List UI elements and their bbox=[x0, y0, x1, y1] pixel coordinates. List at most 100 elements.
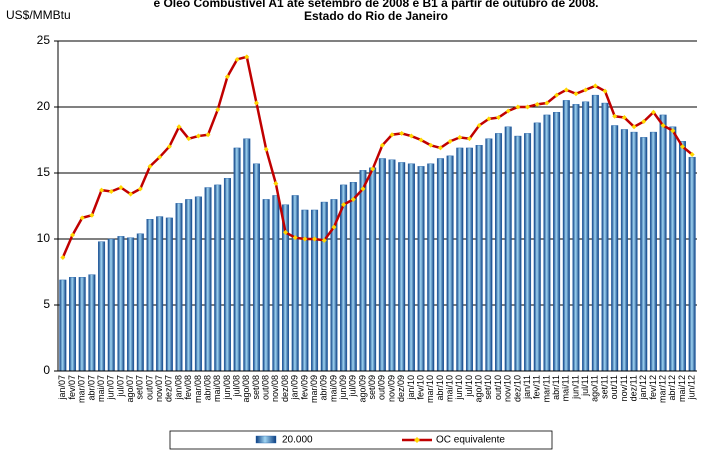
line-marker bbox=[321, 237, 327, 243]
line-marker bbox=[602, 88, 608, 94]
x-tick-label: jun/12 bbox=[687, 375, 697, 401]
line-marker bbox=[437, 145, 443, 151]
bar bbox=[427, 163, 435, 372]
bar bbox=[388, 159, 396, 372]
x-tick-label: set/07 bbox=[135, 375, 145, 400]
line-marker bbox=[341, 202, 347, 208]
x-tick-label: mar/09 bbox=[309, 375, 319, 403]
line-marker bbox=[157, 154, 163, 160]
line-marker bbox=[418, 137, 424, 143]
x-tick-label: jun/07 bbox=[106, 375, 116, 401]
line-marker bbox=[253, 100, 259, 106]
bar bbox=[524, 133, 532, 372]
legend-box bbox=[169, 430, 553, 450]
bar bbox=[456, 147, 464, 372]
bar bbox=[659, 114, 667, 372]
y-tick-label: 25 bbox=[37, 33, 51, 47]
bar bbox=[69, 277, 77, 372]
bar bbox=[98, 241, 106, 372]
line-marker bbox=[302, 236, 308, 242]
line-marker bbox=[554, 92, 560, 98]
x-tick-label: abr/07 bbox=[86, 375, 96, 401]
line-marker bbox=[176, 124, 182, 130]
x-tick-label: set/11 bbox=[599, 375, 609, 399]
line-marker bbox=[99, 187, 105, 193]
x-tick-label: jul/07 bbox=[115, 375, 125, 398]
bar bbox=[320, 201, 328, 372]
y-axis-label: US$/MMBtu bbox=[6, 8, 71, 22]
x-tick-label: out/09 bbox=[377, 375, 387, 400]
bar bbox=[378, 158, 386, 372]
legend-label: 20.000 bbox=[282, 435, 313, 446]
line-marker bbox=[631, 124, 637, 130]
bar bbox=[417, 166, 425, 372]
bar bbox=[640, 137, 648, 372]
line-marker bbox=[186, 136, 192, 142]
x-tick-label: mai/11 bbox=[561, 375, 571, 401]
x-tick-label: jan/12 bbox=[638, 375, 648, 401]
x-tick-label: ago/11 bbox=[590, 375, 600, 402]
x-tick-label: jan/09 bbox=[290, 375, 300, 401]
bar bbox=[59, 279, 67, 372]
line-marker bbox=[128, 191, 134, 197]
x-tick-label: out/07 bbox=[144, 375, 154, 400]
bar bbox=[678, 141, 686, 372]
bar bbox=[291, 195, 299, 372]
x-tick-label: fev/07 bbox=[67, 375, 77, 400]
line-marker bbox=[505, 108, 511, 114]
x-tick-label: mar/11 bbox=[541, 375, 551, 402]
bar bbox=[107, 238, 115, 372]
line-marker bbox=[592, 83, 598, 89]
x-tick-label: out/10 bbox=[493, 375, 503, 400]
bar bbox=[194, 196, 202, 372]
bar bbox=[553, 112, 561, 372]
line-marker bbox=[679, 144, 685, 150]
line-marker bbox=[224, 74, 230, 80]
line-marker bbox=[370, 166, 376, 172]
line-marker bbox=[292, 235, 298, 241]
x-tick-label: jun/11 bbox=[570, 375, 580, 400]
line-marker bbox=[283, 229, 289, 235]
line-marker bbox=[496, 115, 502, 121]
bar bbox=[243, 138, 251, 372]
line-marker bbox=[544, 100, 550, 106]
line-marker bbox=[244, 54, 250, 60]
line-marker bbox=[476, 122, 482, 128]
bar bbox=[214, 184, 222, 372]
line-marker bbox=[360, 186, 366, 192]
bar bbox=[495, 133, 503, 372]
x-tick-label: set/10 bbox=[483, 375, 493, 400]
x-tick-label: set/08 bbox=[251, 375, 261, 400]
line-marker bbox=[583, 87, 589, 93]
x-tick-label: nov/09 bbox=[386, 375, 396, 402]
bar bbox=[533, 122, 541, 372]
bar bbox=[465, 147, 473, 372]
line-marker bbox=[60, 254, 66, 260]
line-marker bbox=[515, 104, 521, 110]
bar bbox=[562, 100, 570, 372]
x-tick-label: mai/07 bbox=[96, 375, 106, 402]
line-marker bbox=[466, 136, 472, 142]
x-tick-label: out/11 bbox=[609, 375, 619, 399]
chart-title: e Óleo Combustível A1 até setembro de 20… bbox=[153, 0, 598, 10]
bar bbox=[688, 156, 696, 372]
line-marker bbox=[108, 188, 114, 194]
line-marker bbox=[312, 236, 318, 242]
x-tick-label: nov/08 bbox=[270, 375, 280, 402]
bar bbox=[485, 138, 493, 372]
x-tick-label: abr/08 bbox=[202, 375, 212, 401]
y-tick-label: 10 bbox=[37, 231, 51, 245]
line-marker bbox=[331, 224, 337, 230]
x-tick-label: nov/11 bbox=[619, 375, 629, 401]
line-marker bbox=[215, 107, 221, 113]
bar bbox=[223, 178, 231, 372]
x-tick-label: abr/09 bbox=[319, 375, 329, 401]
x-tick-label: ago/08 bbox=[241, 375, 251, 403]
x-tick-label: abr/11 bbox=[551, 375, 561, 400]
bar bbox=[630, 131, 638, 372]
line-marker bbox=[641, 119, 647, 125]
bar bbox=[175, 203, 183, 372]
x-tick-label: jul/09 bbox=[348, 375, 358, 398]
bar bbox=[262, 199, 270, 372]
bar bbox=[146, 218, 154, 372]
